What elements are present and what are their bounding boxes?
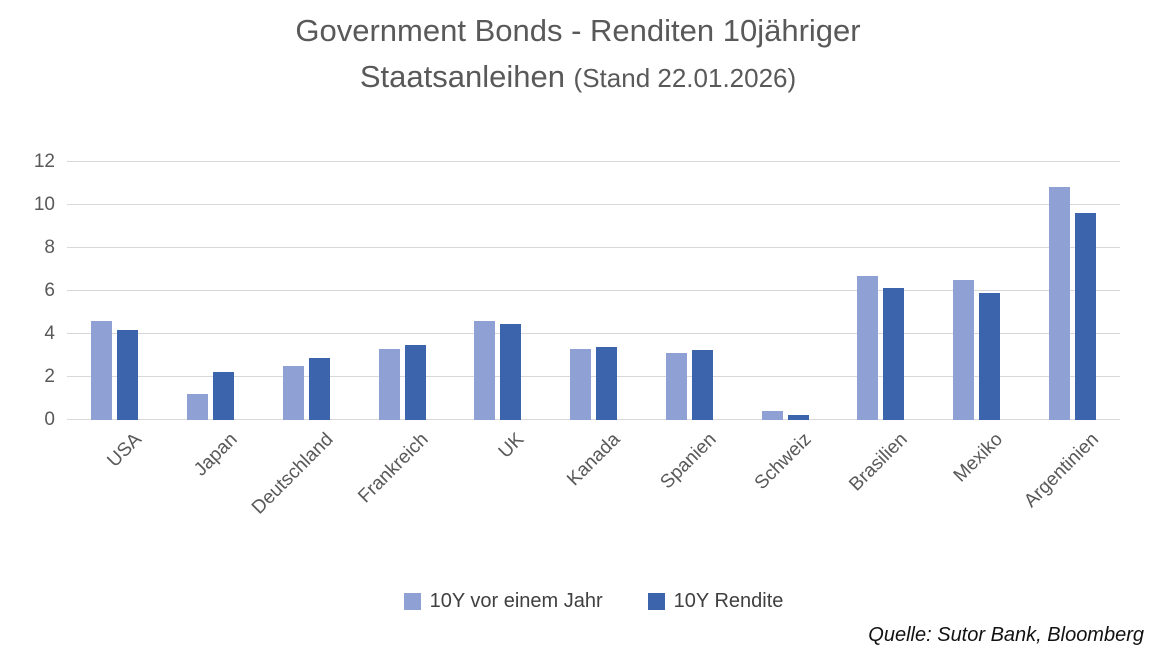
gridline-12: [67, 161, 1120, 162]
y-tick-label-2: 2: [44, 366, 55, 387]
x-tick-label-Frankreich: Frankreich: [354, 429, 433, 508]
bar-Brasilien-10y-vor-einem-jahr: [857, 275, 879, 420]
y-axis-labels: 0 2 4 6 8 10 12: [0, 152, 55, 430]
bar-group-Brasilien: Brasilien: [833, 162, 929, 495]
x-tick-label-Japan: Japan: [189, 429, 242, 481]
bar-UK-10y-vor-einem-jahr: [474, 321, 496, 420]
bar-group-Argentinien: Argentinien: [1020, 162, 1120, 512]
bar-Schweiz-10y-rendite: [787, 414, 809, 420]
bar-group-Mexiko: Mexiko: [929, 162, 1025, 486]
bar-Argentinien-10y-vor-einem-jahr: [1048, 186, 1070, 420]
bar-Spanien-10y-vor-einem-jahr: [665, 353, 687, 420]
gridline-4: [67, 333, 1120, 334]
bar-Japan-10y-vor-einem-jahr: [187, 394, 209, 420]
legend-label-series1: 10Y vor einem Jahr: [429, 590, 603, 612]
gridline-6: [67, 290, 1120, 291]
y-tick-label-6: 6: [44, 280, 55, 301]
bar-Japan-10y-rendite: [213, 371, 235, 420]
bar-pair-Spanien: [641, 350, 737, 420]
bar-USA-10y-vor-einem-jahr: [91, 321, 113, 420]
bar-pair-Argentinien: [1024, 186, 1120, 420]
bar-Deutschland-10y-rendite: [308, 357, 330, 420]
gridline-8: [67, 247, 1120, 248]
bar-USA-10y-rendite: [117, 329, 139, 420]
bar-pair-USA: [67, 321, 163, 420]
bar-Frankreich-10y-rendite: [404, 344, 426, 420]
x-tick-label-Spanien: Spanien: [655, 429, 721, 494]
legend-swatch-series2: [647, 593, 665, 610]
bar-group-USA: USA: [67, 162, 163, 471]
y-tick-label-8: 8: [44, 237, 55, 258]
bar-group-Spanien: Spanien: [641, 162, 737, 493]
chart-title-line1: Government Bonds - Renditen 10jähriger: [295, 13, 861, 48]
bar-pair-Kanada: [546, 346, 642, 420]
bar-Argentinien-10y-rendite: [1074, 212, 1096, 420]
bar-pair-Frankreich: [354, 344, 450, 420]
bar-group-Kanada: Kanada: [546, 162, 642, 490]
x-tick-label-Argentinien: Argentinien: [1020, 429, 1104, 512]
gridline-10: [67, 204, 1120, 205]
bar-pair-Schweiz: [737, 411, 833, 420]
x-tick-label-Kanada: Kanada: [563, 429, 625, 491]
bar-Schweiz-10y-vor-einem-jahr: [761, 411, 783, 420]
bar-Kanada-10y-vor-einem-jahr: [570, 349, 592, 420]
legend-swatch-series1: [403, 593, 421, 610]
gridline-2: [67, 376, 1120, 377]
chart-title-line2-sub: (Stand 22.01.2026): [573, 63, 797, 93]
bar-UK-10y-rendite: [500, 324, 522, 420]
chart-title-line2-main: Staatsanleihen: [359, 59, 574, 94]
y-tick-label-10: 10: [33, 194, 55, 215]
bar-pair-UK: [450, 321, 546, 420]
x-tick-label-Schweiz: Schweiz: [750, 429, 816, 494]
y-tick-label-12: 12: [33, 151, 55, 172]
legend-item-series2: 10Y Rendite: [647, 590, 784, 613]
bar-pair-Mexiko: [929, 280, 1025, 420]
x-tick-label-Mexiko: Mexiko: [949, 429, 1008, 487]
source-credit: Quelle: Sutor Bank, Bloomberg: [868, 624, 1144, 646]
bar-Kanada-10y-rendite: [596, 346, 618, 420]
bar-Spanien-10y-rendite: [691, 350, 713, 420]
x-tick-label-USA: USA: [103, 429, 146, 472]
bar-group-Frankreich: Frankreich: [354, 162, 450, 507]
y-tick-label-0: 0: [44, 409, 55, 430]
bar-group-Deutschland: Deutschland: [248, 162, 354, 519]
bar-pair-Japan: [163, 371, 259, 420]
bar-groups: USA Japan Deutschland Frankreich UK Kanada Spa…: [67, 162, 1120, 519]
chart-title: Government Bonds - Renditen 10jähriger S…: [0, 8, 1156, 106]
legend-label-series2: 10Y Rendite: [673, 590, 784, 612]
legend: 10Y vor einem Jahr 10Y Rendite: [67, 590, 1120, 613]
bar-group-Schweiz: Schweiz: [737, 162, 833, 494]
plot-area: USA Japan Deutschland Frankreich UK Kanada Spa…: [67, 161, 1120, 519]
bar-pair-Brasilien: [833, 275, 929, 420]
gridline-0: [67, 419, 1120, 420]
bar-pair-Deutschland: [258, 357, 354, 420]
bar-group-UK: UK: [450, 162, 546, 463]
bar-group-Japan: Japan: [163, 162, 259, 480]
legend-item-series1: 10Y vor einem Jahr: [403, 590, 603, 613]
x-tick-label-UK: UK: [495, 429, 529, 463]
bar-Mexiko-10y-vor-einem-jahr: [952, 280, 974, 420]
bar-Brasilien-10y-rendite: [883, 287, 905, 420]
bar-Frankreich-10y-vor-einem-jahr: [378, 349, 400, 420]
chart-title-line2: Staatsanleihen (Stand 22.01.2026): [0, 54, 1156, 106]
y-tick-label-4: 4: [44, 323, 55, 344]
x-tick-label-Brasilien: Brasilien: [845, 429, 912, 496]
bar-Mexiko-10y-rendite: [978, 293, 1000, 420]
x-tick-label-Deutschland: Deutschland: [247, 429, 338, 519]
bar-Deutschland-10y-vor-einem-jahr: [282, 366, 304, 420]
